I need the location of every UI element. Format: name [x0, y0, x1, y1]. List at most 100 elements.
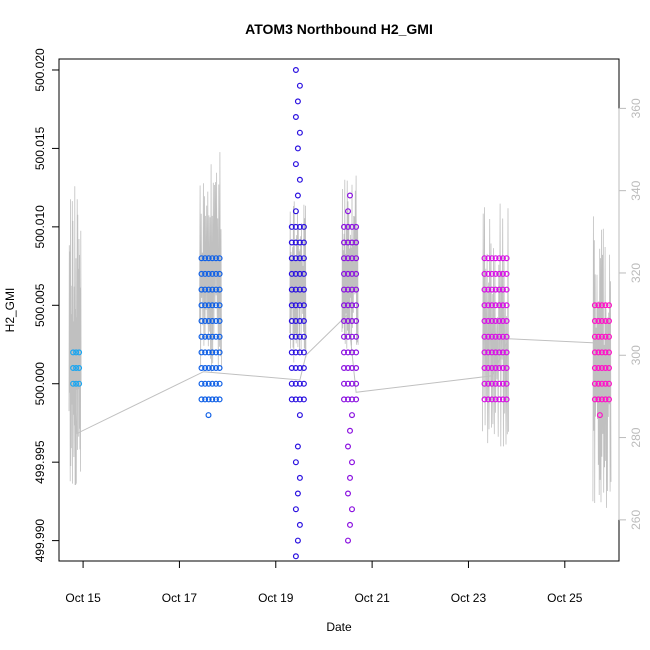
data-point [353, 365, 360, 372]
data-point [591, 349, 598, 356]
data-point [488, 270, 495, 277]
data-point [499, 302, 506, 309]
data-point [499, 380, 506, 387]
data-point [481, 380, 488, 387]
data-point [73, 365, 80, 372]
y-tick-label: 500.000 [33, 362, 47, 406]
data-point [294, 192, 301, 199]
data-point [292, 113, 299, 120]
data-point [294, 98, 301, 105]
data-point [202, 396, 209, 403]
data-point [595, 365, 602, 372]
data-point [595, 396, 602, 403]
data-point [488, 365, 495, 372]
data-point [296, 349, 303, 356]
data-point [488, 255, 495, 262]
data-point [292, 66, 299, 73]
data-point [496, 396, 503, 403]
data-point [341, 318, 348, 325]
data-point [205, 380, 212, 387]
data-point [300, 318, 307, 325]
chart-title: ATOM3 Northbound H2_GMI [245, 21, 433, 37]
y-axis: 499.990 499.995 500.000 500.005 500.010 500.0… [33, 48, 60, 563]
x-tick-label: Oct 15 [65, 591, 101, 605]
y-tick-label: 499.990 [33, 519, 47, 563]
data-point [349, 270, 356, 277]
data-point [296, 270, 303, 277]
data-point [591, 396, 598, 403]
data-point [492, 396, 499, 403]
data-point [503, 255, 510, 262]
data-point [198, 349, 205, 356]
data-point [300, 349, 307, 356]
data-point [198, 365, 205, 372]
data-point [605, 365, 612, 372]
x-tick-label: Oct 19 [258, 591, 294, 605]
data-point [503, 380, 510, 387]
data-point [292, 333, 299, 340]
y-tick-label: 500.010 [33, 205, 47, 249]
data-point [349, 506, 356, 513]
data-point [288, 302, 295, 309]
data-point [300, 286, 307, 293]
secondary-line-burst [68, 186, 82, 486]
data-point [481, 270, 488, 277]
data-point [591, 380, 598, 387]
data-point [349, 302, 356, 309]
y2-tick-label: 340 [629, 180, 643, 200]
data-point [198, 255, 205, 262]
data-point [205, 396, 212, 403]
data-point [296, 302, 303, 309]
data-point [349, 255, 356, 262]
y-tick-label: 500.020 [33, 48, 47, 92]
data-point [503, 270, 510, 277]
data-point [292, 208, 299, 215]
data-point [345, 396, 352, 403]
data-point [492, 380, 499, 387]
data-point [492, 286, 499, 293]
data-point [499, 333, 506, 340]
data-point [602, 349, 609, 356]
data-point [296, 474, 303, 481]
data-point [296, 239, 303, 246]
data-point [300, 302, 307, 309]
data-point [349, 380, 356, 387]
data-point [202, 349, 209, 356]
data-point [353, 270, 360, 277]
data-point [288, 223, 295, 230]
data-point [296, 380, 303, 387]
data-point [288, 255, 295, 262]
data-point [216, 286, 223, 293]
y-axis-label: H2_GMI [3, 288, 17, 333]
y-tick-label: 500.015 [33, 126, 47, 170]
data-point [70, 365, 77, 372]
data-point [205, 333, 212, 340]
data-point [294, 145, 301, 152]
data-point [602, 365, 609, 372]
x-tick-label: Oct 17 [162, 591, 198, 605]
data-point [353, 302, 360, 309]
data-point [598, 318, 605, 325]
data-point [198, 270, 205, 277]
data-point [345, 537, 352, 544]
data-point [288, 286, 295, 293]
data-point [209, 349, 216, 356]
data-point [349, 459, 356, 466]
data-point [492, 302, 499, 309]
data-point [598, 365, 605, 372]
data-point [216, 318, 223, 325]
data-point [345, 286, 352, 293]
data-point [485, 270, 492, 277]
data-point [492, 318, 499, 325]
data-point [209, 396, 216, 403]
data-point [300, 380, 307, 387]
data-point [292, 506, 299, 513]
data-point [341, 223, 348, 230]
data-point [300, 223, 307, 230]
data-point [481, 333, 488, 340]
data-point [296, 176, 303, 183]
data-point [488, 349, 495, 356]
data-point [73, 380, 80, 387]
x-axis: Oct 15 Oct 17 Oct 19 Oct 21 Oct 23 Oct 25 [65, 560, 583, 605]
